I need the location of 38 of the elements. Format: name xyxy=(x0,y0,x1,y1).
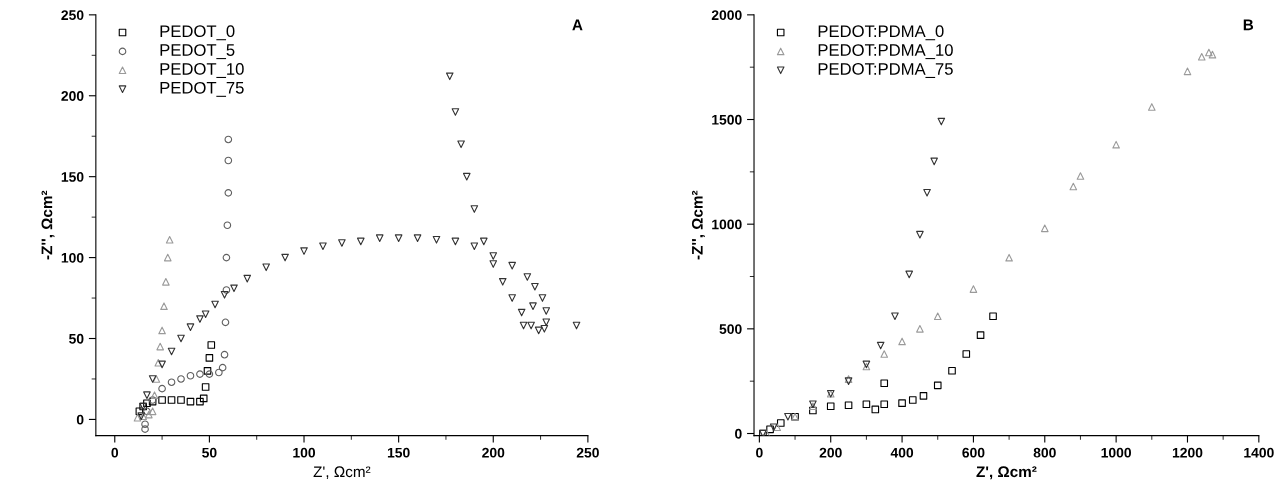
y-tick-label: 50 xyxy=(69,333,84,344)
legend-label: PEDOT_75 xyxy=(160,81,244,97)
x-tick-label: 150 xyxy=(387,447,410,458)
legend-label: PEDOT:PDMA_10 xyxy=(818,44,953,60)
x-tick-label: 250 xyxy=(576,447,599,458)
x-tick-label: 100 xyxy=(293,447,316,458)
legend-label: PEDOT:PDMA_75 xyxy=(818,63,953,78)
y-tick-label: 250 xyxy=(61,10,84,21)
x-tick-label: 1400 xyxy=(1244,447,1274,458)
y-tick-label: 0 xyxy=(735,428,742,439)
x-tick-label: 400 xyxy=(890,447,914,458)
y-tick-label: 1500 xyxy=(712,114,742,125)
x-tick-label: 200 xyxy=(482,447,505,458)
y-tick-label: 150 xyxy=(61,172,84,182)
x-axis-title: Z', Ωcm² xyxy=(313,466,371,479)
y-axis-title: -Z'', Ωcm² xyxy=(41,190,55,260)
x-tick-label: 0 xyxy=(756,447,763,458)
y-tick-label: 1000 xyxy=(712,219,742,230)
y-tick-label: 100 xyxy=(61,252,84,263)
legend-label: PEDOT_5 xyxy=(160,44,235,60)
x-tick-label: 50 xyxy=(202,447,217,458)
y-tick-label: 2000 xyxy=(711,10,742,21)
x-tick-label: 200 xyxy=(819,447,842,458)
x-tick-label: 800 xyxy=(1033,447,1056,458)
x-tick-label: 1000 xyxy=(1101,447,1132,458)
y-axis-title: -Z'', Ωcm² xyxy=(691,190,705,260)
annotation: A xyxy=(572,19,583,31)
x-tick-label: 0 xyxy=(111,447,119,458)
y-tick-label: 0 xyxy=(76,414,84,425)
x-tick-label: 1200 xyxy=(1172,447,1203,458)
x-tick-label: 600 xyxy=(962,447,985,458)
legend-label: PEDOT_10 xyxy=(160,63,244,78)
x-axis-title: Z', Ωcm² xyxy=(976,466,1037,480)
legend-label: PEDOT:PDMA_0 xyxy=(818,25,944,41)
y-tick-label: 200 xyxy=(61,91,84,101)
annotation: B xyxy=(1243,19,1254,31)
y-tick-label: 500 xyxy=(719,324,742,335)
legend-label: PEDOT_0 xyxy=(160,25,235,41)
